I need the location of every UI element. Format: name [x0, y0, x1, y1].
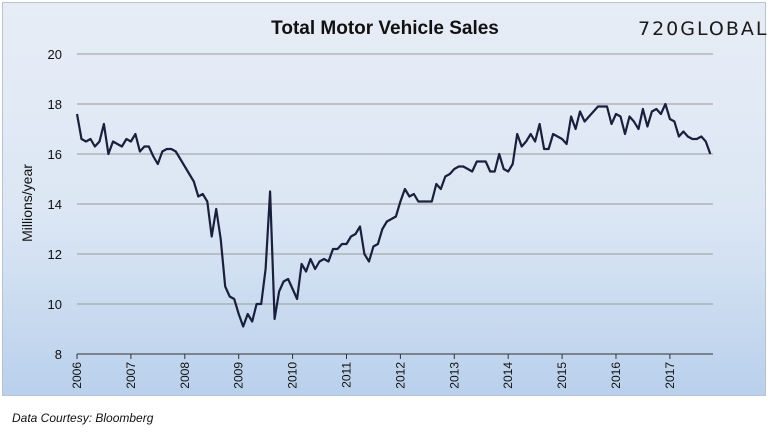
brand-logo: 720GLOBAL [638, 18, 769, 40]
x-tick-label: 2014 [501, 362, 515, 389]
source-note: Data Courtesy: Bloomberg [12, 411, 154, 425]
x-tick-label: 2010 [286, 362, 300, 389]
y-tick-label: 20 [48, 47, 62, 62]
x-tick-label: 2011 [339, 362, 353, 388]
x-tick-label: 2006 [70, 362, 84, 389]
y-tick-label: 12 [48, 247, 62, 262]
y-tick-label: 18 [48, 97, 62, 112]
chart-frame [2, 2, 766, 396]
y-tick-label: 14 [48, 197, 62, 212]
x-tick-label: 2017 [663, 362, 677, 389]
x-tick-label: 2013 [447, 362, 461, 389]
y-tick-label: 10 [48, 297, 62, 312]
x-tick-label: 2012 [393, 362, 407, 389]
x-tick-label: 2007 [124, 362, 138, 389]
y-axis-label: Millions/year [19, 164, 35, 242]
x-tick-label: 2015 [555, 362, 569, 389]
x-tick-label: 2016 [609, 362, 623, 389]
y-tick-label: 16 [48, 147, 62, 162]
x-tick-label: 2009 [232, 362, 246, 389]
chart-title: Total Motor Vehicle Sales [271, 18, 499, 39]
y-tick-label: 8 [55, 347, 62, 362]
x-tick-label: 2008 [178, 362, 192, 389]
series-line [75, 102, 712, 328]
